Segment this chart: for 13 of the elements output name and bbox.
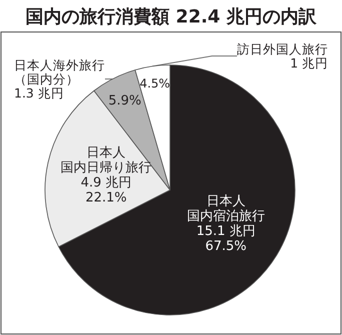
text: 4.9 兆円 [80,176,132,191]
slice-label: 日本人国内宿泊旅行 [186,194,265,224]
slice-label: 日本人海外旅行（国内分） [14,58,105,86]
text: 1.3 兆円 [14,86,64,100]
data-label: 5.9% [108,93,142,108]
slice-label: 日本人国内日帰り旅行 [60,146,152,176]
text: 15.1 兆円 [196,224,256,240]
text: 1 兆円 [290,56,328,70]
data-label: 67.5% [205,239,247,254]
data-label: 4.5% [140,76,170,91]
slice-label: 訪日外国人旅行 [237,42,328,56]
chart-title: 国内の旅行消費額 22.4 兆円の内訳 [26,6,318,28]
data-label: 22.1% [85,190,127,206]
